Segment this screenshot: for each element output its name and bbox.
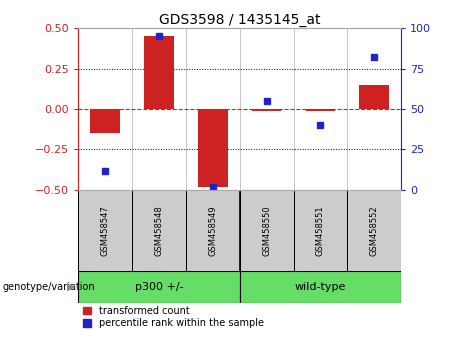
Bar	[240, 190, 294, 271]
Text: GSM458550: GSM458550	[262, 205, 271, 256]
Text: GSM458551: GSM458551	[316, 205, 325, 256]
Text: GSM458548: GSM458548	[154, 205, 164, 256]
Text: p300 +/-: p300 +/-	[135, 282, 183, 292]
Text: wild-type: wild-type	[295, 282, 346, 292]
Bar	[198, 109, 228, 187]
Bar	[78, 190, 132, 271]
Bar	[306, 109, 335, 111]
Bar	[132, 190, 186, 271]
Bar	[360, 85, 389, 109]
Bar	[144, 36, 174, 109]
Text: GSM458547: GSM458547	[101, 205, 110, 256]
Title: GDS3598 / 1435145_at: GDS3598 / 1435145_at	[159, 13, 320, 27]
Text: genotype/variation: genotype/variation	[2, 282, 95, 292]
Text: GSM458549: GSM458549	[208, 205, 217, 256]
Bar	[90, 109, 120, 133]
Legend: transformed count, percentile rank within the sample: transformed count, percentile rank withi…	[83, 306, 264, 328]
Bar	[252, 109, 281, 111]
Bar	[78, 271, 240, 303]
Bar	[347, 190, 401, 271]
Text: ▶: ▶	[67, 282, 76, 292]
Text: GSM458552: GSM458552	[370, 205, 378, 256]
Bar	[294, 190, 347, 271]
Bar	[240, 271, 401, 303]
Bar	[186, 190, 240, 271]
